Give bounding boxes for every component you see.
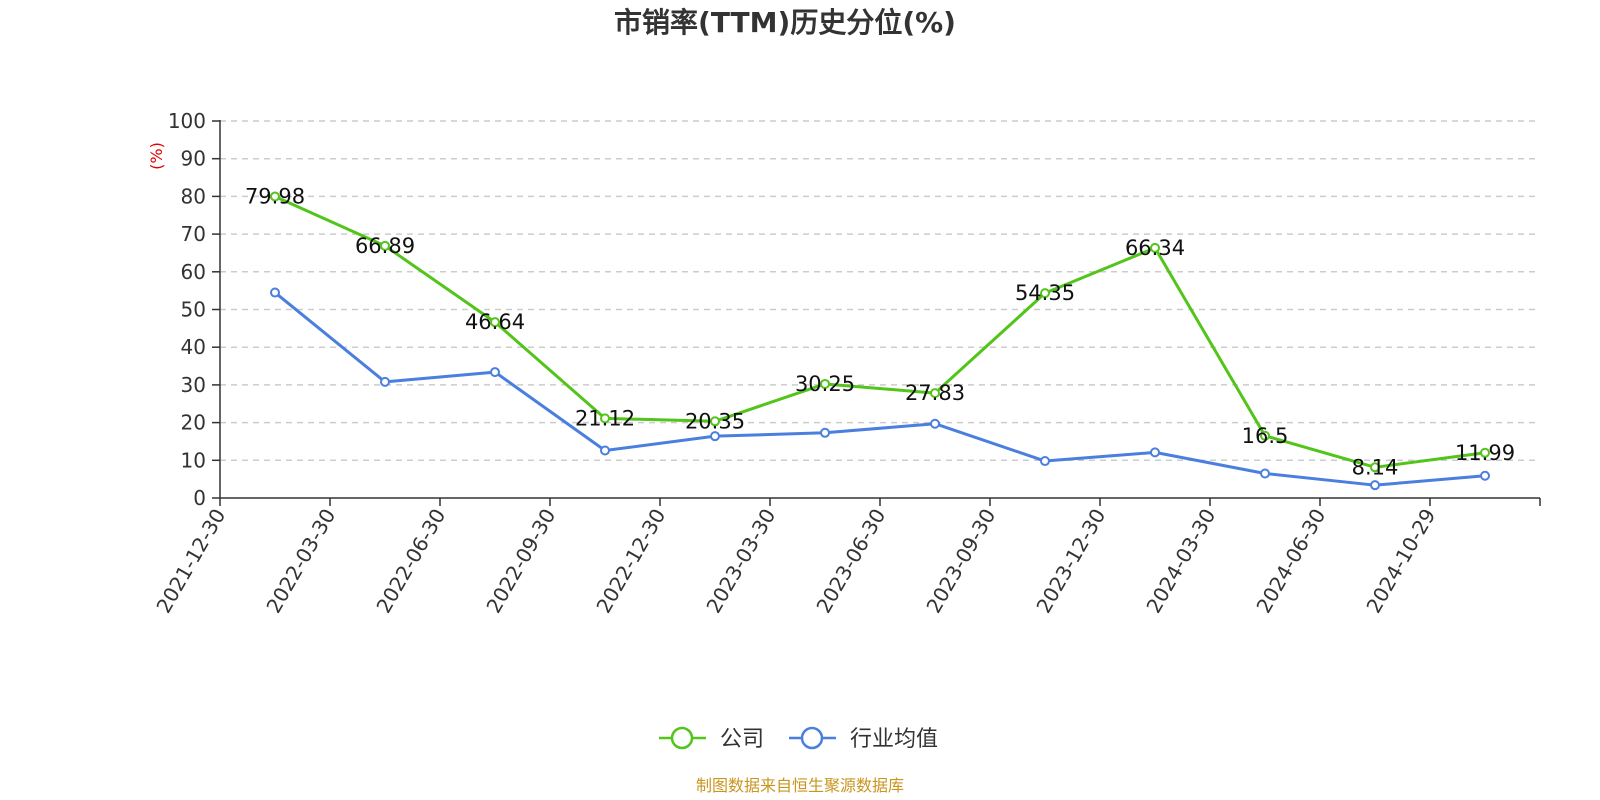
y-tick-label-0: 0 — [193, 486, 206, 510]
x-tick-label-2022-09-30: 2022-09-30 — [481, 505, 560, 618]
legend-company-circle-icon — [670, 726, 694, 750]
y-tick-label-30: 30 — [181, 373, 206, 397]
series-0-point-4 — [710, 416, 720, 427]
legend: 公司 行业均值 — [659, 726, 938, 752]
series-1-point-5 — [820, 427, 830, 438]
series-0-point-9 — [1260, 430, 1270, 441]
series-1-point-8 — [1150, 447, 1160, 458]
y-tick-label-70: 70 — [181, 222, 206, 246]
series-lines — [270, 191, 1490, 491]
data-label-8: 66.34 — [1125, 236, 1185, 260]
data-label-6: 27.83 — [905, 381, 965, 405]
series-0-point-7 — [1040, 288, 1050, 299]
x-tick-label-2023-03-30: 2023-03-30 — [701, 505, 780, 618]
legend-company-label: 公司 — [720, 727, 764, 752]
y-tick-label-40: 40 — [181, 335, 206, 359]
data-label-2: 46.64 — [465, 310, 525, 334]
x-tick-label-2021-12-30: 2021-12-30 — [151, 505, 230, 618]
x-tick-label-2024-06-30: 2024-06-30 — [1251, 505, 1330, 618]
series-1-point-2 — [490, 367, 500, 378]
legend-item-industry-average[interactable]: 行业均值 — [789, 726, 938, 752]
series-0-point-3 — [600, 413, 610, 424]
data-source-note: 制图数据来自恒生聚源数据库 — [696, 776, 904, 795]
data-labels: 79.98 66.89 46.64 21.12 20.35 30.25 27.83 54.35… — [245, 184, 1515, 479]
legend-item-company[interactable]: 公司 — [659, 726, 764, 752]
x-tick-label-2022-12-30: 2022-12-30 — [591, 505, 670, 618]
series-0-point-1 — [380, 240, 390, 251]
series-1-point-1 — [380, 376, 390, 387]
series-1-point-6 — [930, 418, 940, 429]
data-label-4: 20.35 — [685, 409, 745, 433]
x-tick-label-2024-03-30: 2024-03-30 — [1141, 505, 1220, 618]
data-label-1: 66.89 — [355, 234, 415, 258]
y-tick-label-60: 60 — [181, 260, 206, 284]
y-tick-label-80: 80 — [181, 184, 206, 208]
data-label-11: 11.99 — [1455, 441, 1515, 465]
x-tick-label-2023-12-30: 2023-12-30 — [1031, 505, 1110, 618]
y-tick-label-10: 10 — [181, 448, 206, 472]
data-label-7: 54.35 — [1015, 281, 1075, 305]
series-0-point-5 — [820, 378, 830, 389]
data-label-10: 8.14 — [1352, 455, 1399, 479]
chart-title: 市销率(TTM)历史分位(%) — [614, 6, 956, 39]
x-tick-label-2022-06-30: 2022-06-30 — [371, 505, 450, 618]
data-label-9: 16.5 — [1242, 424, 1289, 448]
grid-lines — [220, 120, 1540, 462]
y-axis-unit-label: (%) — [147, 142, 166, 170]
legend-industry-label: 行业均值 — [850, 727, 938, 752]
data-label-0: 79.98 — [245, 184, 305, 208]
series-0-point-0 — [270, 191, 280, 202]
series-1-point-7 — [1040, 456, 1050, 467]
y-tick-label-100: 100 — [168, 109, 206, 133]
series-line-0 — [274, 195, 1486, 469]
series-0-point-8 — [1150, 242, 1160, 253]
data-label-5: 30.25 — [795, 372, 855, 396]
series-0-point-6 — [930, 388, 940, 399]
legend-industry-circle-icon — [800, 726, 824, 750]
x-tick-label-2022-03-30: 2022-03-30 — [261, 505, 340, 618]
series-1-point-10 — [1370, 480, 1380, 491]
x-tick-label-2023-06-30: 2023-06-30 — [811, 505, 890, 618]
y-tick-label-50: 50 — [181, 298, 206, 322]
series-0-point-10 — [1370, 462, 1380, 473]
series-0-point-2 — [490, 317, 500, 328]
series-1-point-11 — [1480, 470, 1490, 481]
x-tick-label-2024-10-29: 2024-10-29 — [1361, 505, 1440, 618]
y-tick-label-20: 20 — [181, 411, 206, 435]
series-1-point-4 — [710, 431, 720, 442]
y-tick-label-90: 90 — [181, 147, 206, 171]
series-1-point-9 — [1260, 468, 1270, 479]
series-1-point-3 — [600, 445, 610, 456]
series-1-point-0 — [270, 287, 280, 298]
x-tick-label-2023-09-30: 2023-09-30 — [921, 505, 1000, 618]
data-label-3: 21.12 — [575, 406, 635, 430]
series-0-point-11 — [1480, 447, 1490, 458]
series-line-1 — [274, 291, 1486, 487]
